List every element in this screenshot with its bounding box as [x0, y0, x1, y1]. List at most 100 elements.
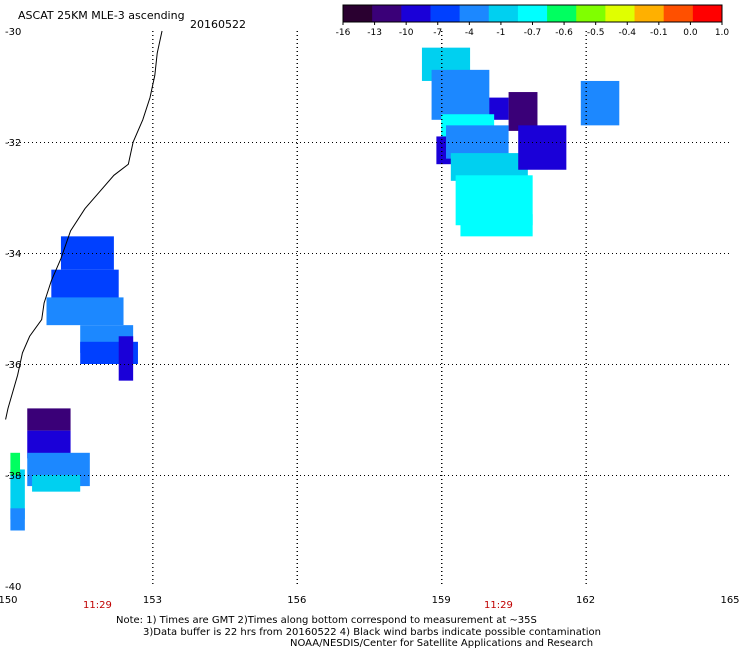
grid-dot — [296, 243, 298, 244]
grid-dot — [152, 179, 154, 180]
grid-dot — [296, 515, 298, 516]
grid-dot — [296, 383, 298, 384]
grid-dot — [152, 347, 154, 348]
grid-dot — [296, 295, 298, 296]
grid-dot — [296, 359, 298, 360]
grid-dot — [296, 459, 298, 460]
grid-dot — [152, 543, 154, 544]
grid-dot — [296, 519, 298, 520]
grid-dot — [296, 583, 298, 584]
grid-dot — [152, 471, 154, 472]
grid-dot — [296, 299, 298, 300]
grid-dot — [296, 163, 298, 164]
grid-dot — [296, 79, 298, 80]
grid-dot — [152, 327, 154, 328]
grid-dot — [296, 319, 298, 320]
grid-dot — [296, 495, 298, 496]
grid-dot — [152, 31, 154, 32]
grid-dot — [152, 495, 154, 496]
grid-dot — [296, 555, 298, 556]
grid-dot — [152, 487, 154, 488]
grid-dot — [152, 375, 154, 376]
grid-dot — [152, 75, 154, 76]
grid-dot — [296, 211, 298, 212]
grid-dot — [152, 359, 154, 360]
grid-dot — [296, 415, 298, 416]
grid-dot — [296, 471, 298, 472]
grid-dots — [8, 31, 729, 584]
grid-dot — [152, 87, 154, 88]
grid-dot — [152, 411, 154, 412]
grid-dot — [152, 223, 154, 224]
grid-dot — [296, 219, 298, 220]
grid-dot — [152, 431, 154, 432]
data-cell — [10, 508, 25, 531]
grid-dot — [296, 507, 298, 508]
grid-dot — [152, 67, 154, 68]
grid-dot — [152, 211, 154, 212]
grid-dot — [152, 563, 154, 564]
grid-dot — [152, 367, 154, 368]
grid-dot — [296, 179, 298, 180]
grid-dot — [296, 147, 298, 148]
grid-dot — [296, 423, 298, 424]
grid-dot — [296, 579, 298, 580]
grid-dot — [152, 583, 154, 584]
grid-dot — [152, 351, 154, 352]
grid-dot — [152, 35, 154, 36]
grid-dot — [296, 463, 298, 464]
grid-dot — [296, 155, 298, 156]
grid-dot — [152, 511, 154, 512]
grid-dot — [152, 307, 154, 308]
grid-dot — [296, 511, 298, 512]
grid-dot — [152, 395, 154, 396]
grid-dot — [152, 251, 154, 252]
grid-dot — [296, 331, 298, 332]
grid-dot — [152, 571, 154, 572]
grid-dot — [152, 131, 154, 132]
grid-dot — [296, 283, 298, 284]
grid-dot — [296, 443, 298, 444]
grid-dot — [296, 159, 298, 160]
grid-dot — [152, 163, 154, 164]
grid-dot — [296, 375, 298, 376]
grid-dot — [296, 483, 298, 484]
data-cell — [431, 69, 490, 120]
grid-dot — [296, 563, 298, 564]
grid-dot — [152, 279, 154, 280]
grid-dot — [152, 355, 154, 356]
grid-dot — [296, 207, 298, 208]
grid-dot — [152, 119, 154, 120]
grid-dot — [152, 247, 154, 248]
grid-dot — [296, 371, 298, 372]
grid-dot — [296, 487, 298, 488]
grid-dot — [296, 167, 298, 168]
grid-dot — [152, 235, 154, 236]
grid-dot — [296, 35, 298, 36]
grid-dot — [296, 151, 298, 152]
grid-dot — [152, 239, 154, 240]
grid-dot — [152, 579, 154, 580]
grid-dot — [152, 379, 154, 380]
grid-dot — [152, 331, 154, 332]
grid-dot — [152, 467, 154, 468]
grid-dot — [152, 159, 154, 160]
grid-dot — [152, 567, 154, 568]
grid-dot — [296, 267, 298, 268]
data-cell — [27, 408, 71, 431]
grid-dot — [296, 451, 298, 452]
grid-dot — [152, 407, 154, 408]
grid-dot — [152, 199, 154, 200]
grid-dot — [152, 299, 154, 300]
grid-dot — [296, 63, 298, 64]
data-cell — [10, 452, 21, 475]
grid-dot — [152, 263, 154, 264]
grid-dot — [152, 63, 154, 64]
grid-dot — [296, 59, 298, 60]
grid-dot — [152, 491, 154, 492]
grid-dot — [152, 195, 154, 196]
data-cells — [10, 47, 620, 531]
grid-dot — [152, 515, 154, 516]
grid-dot — [296, 231, 298, 232]
grid-dot — [296, 419, 298, 420]
